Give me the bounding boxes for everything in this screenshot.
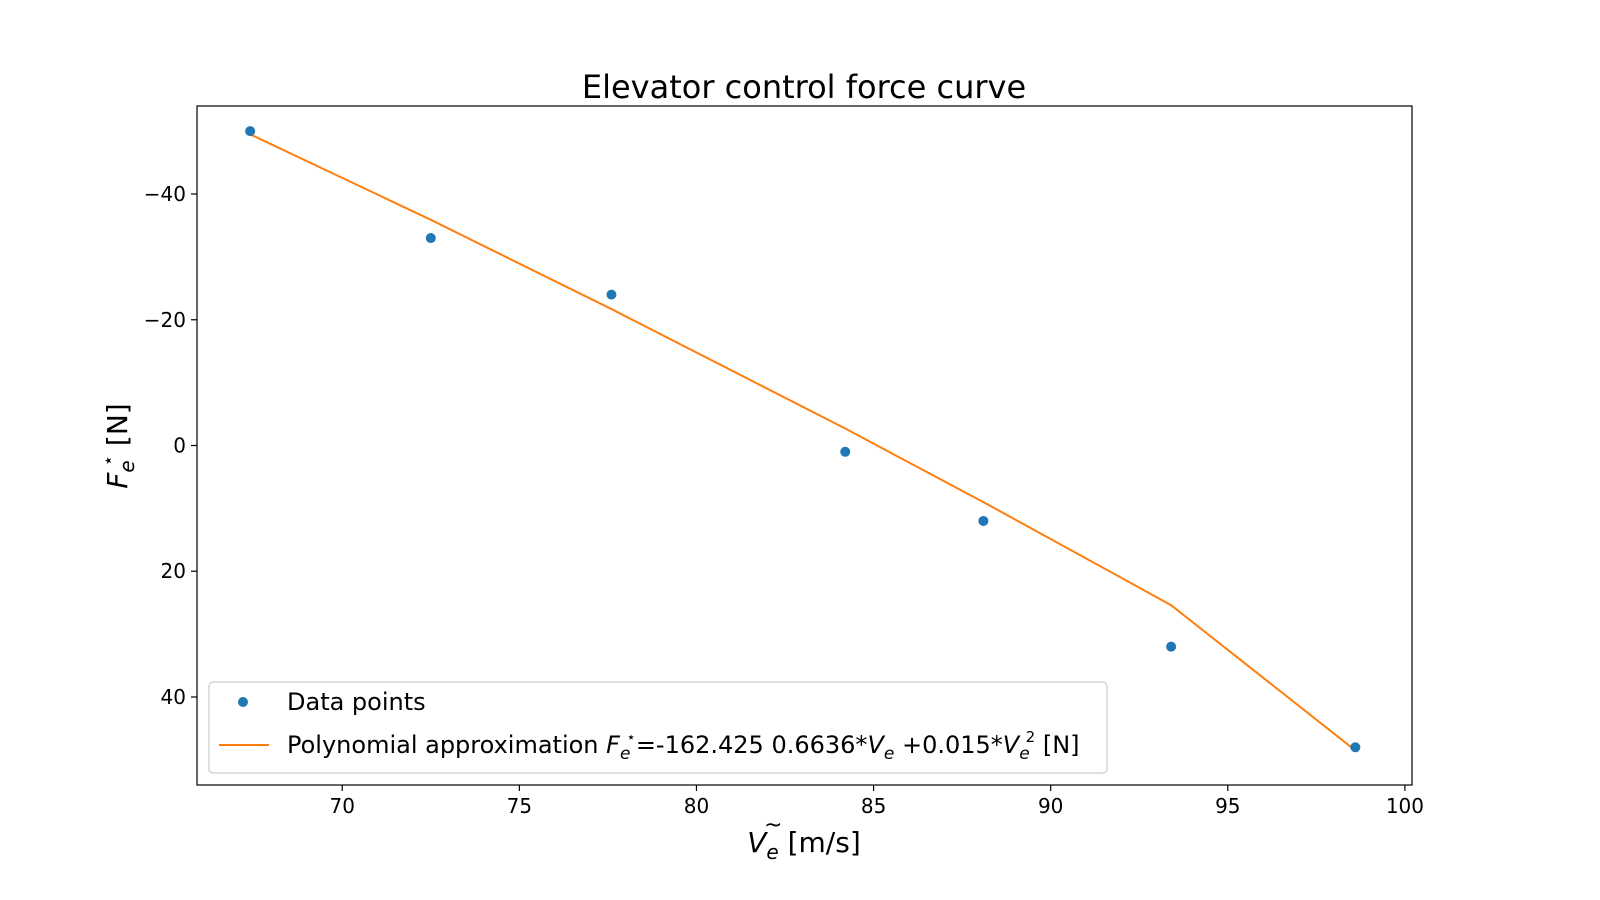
legend-box [208,681,1108,774]
data-point [1350,742,1361,753]
data-point [606,289,617,300]
x-axis-label-tilde: ~ [764,813,782,838]
data-point [840,446,851,457]
data-point [425,233,436,244]
y-tick-label: −20 [144,308,186,332]
y-axis-label: Fe⋆ [N] [98,403,139,488]
chart-title: Elevator control force curve [582,68,1026,106]
x-tick-label: 70 [330,794,355,818]
y-tick-label: 20 [161,559,186,583]
legend-scatter-label: Data points [287,688,426,716]
y-axis: −40 −20 0 20 40 [144,182,197,709]
x-tick-label: 100 [1386,794,1424,818]
y-tick-label: −40 [144,182,186,206]
data-point [978,515,989,526]
y-tick-label: 40 [161,685,186,709]
data-point [245,126,256,137]
x-axis-label: Ve [m/s] [747,826,861,864]
x-tick-label: 80 [684,794,709,818]
x-tick-label: 85 [861,794,886,818]
x-tick-label: 95 [1215,794,1240,818]
data-point [1166,641,1177,652]
legend-scatter-marker [238,697,248,707]
legend-line-label: Polynomial approximation Fe⋆=-162.425 0.… [287,728,1080,764]
fit-line [249,133,1356,752]
x-axis: 70 75 80 85 90 95 100 [330,785,1424,818]
y-tick-label: 0 [173,434,186,458]
legend: Data points Polynomial approximation Fe⋆… [208,681,1108,774]
plot-area [245,126,1361,753]
x-tick-label: 75 [507,794,532,818]
x-tick-label: 90 [1038,794,1063,818]
